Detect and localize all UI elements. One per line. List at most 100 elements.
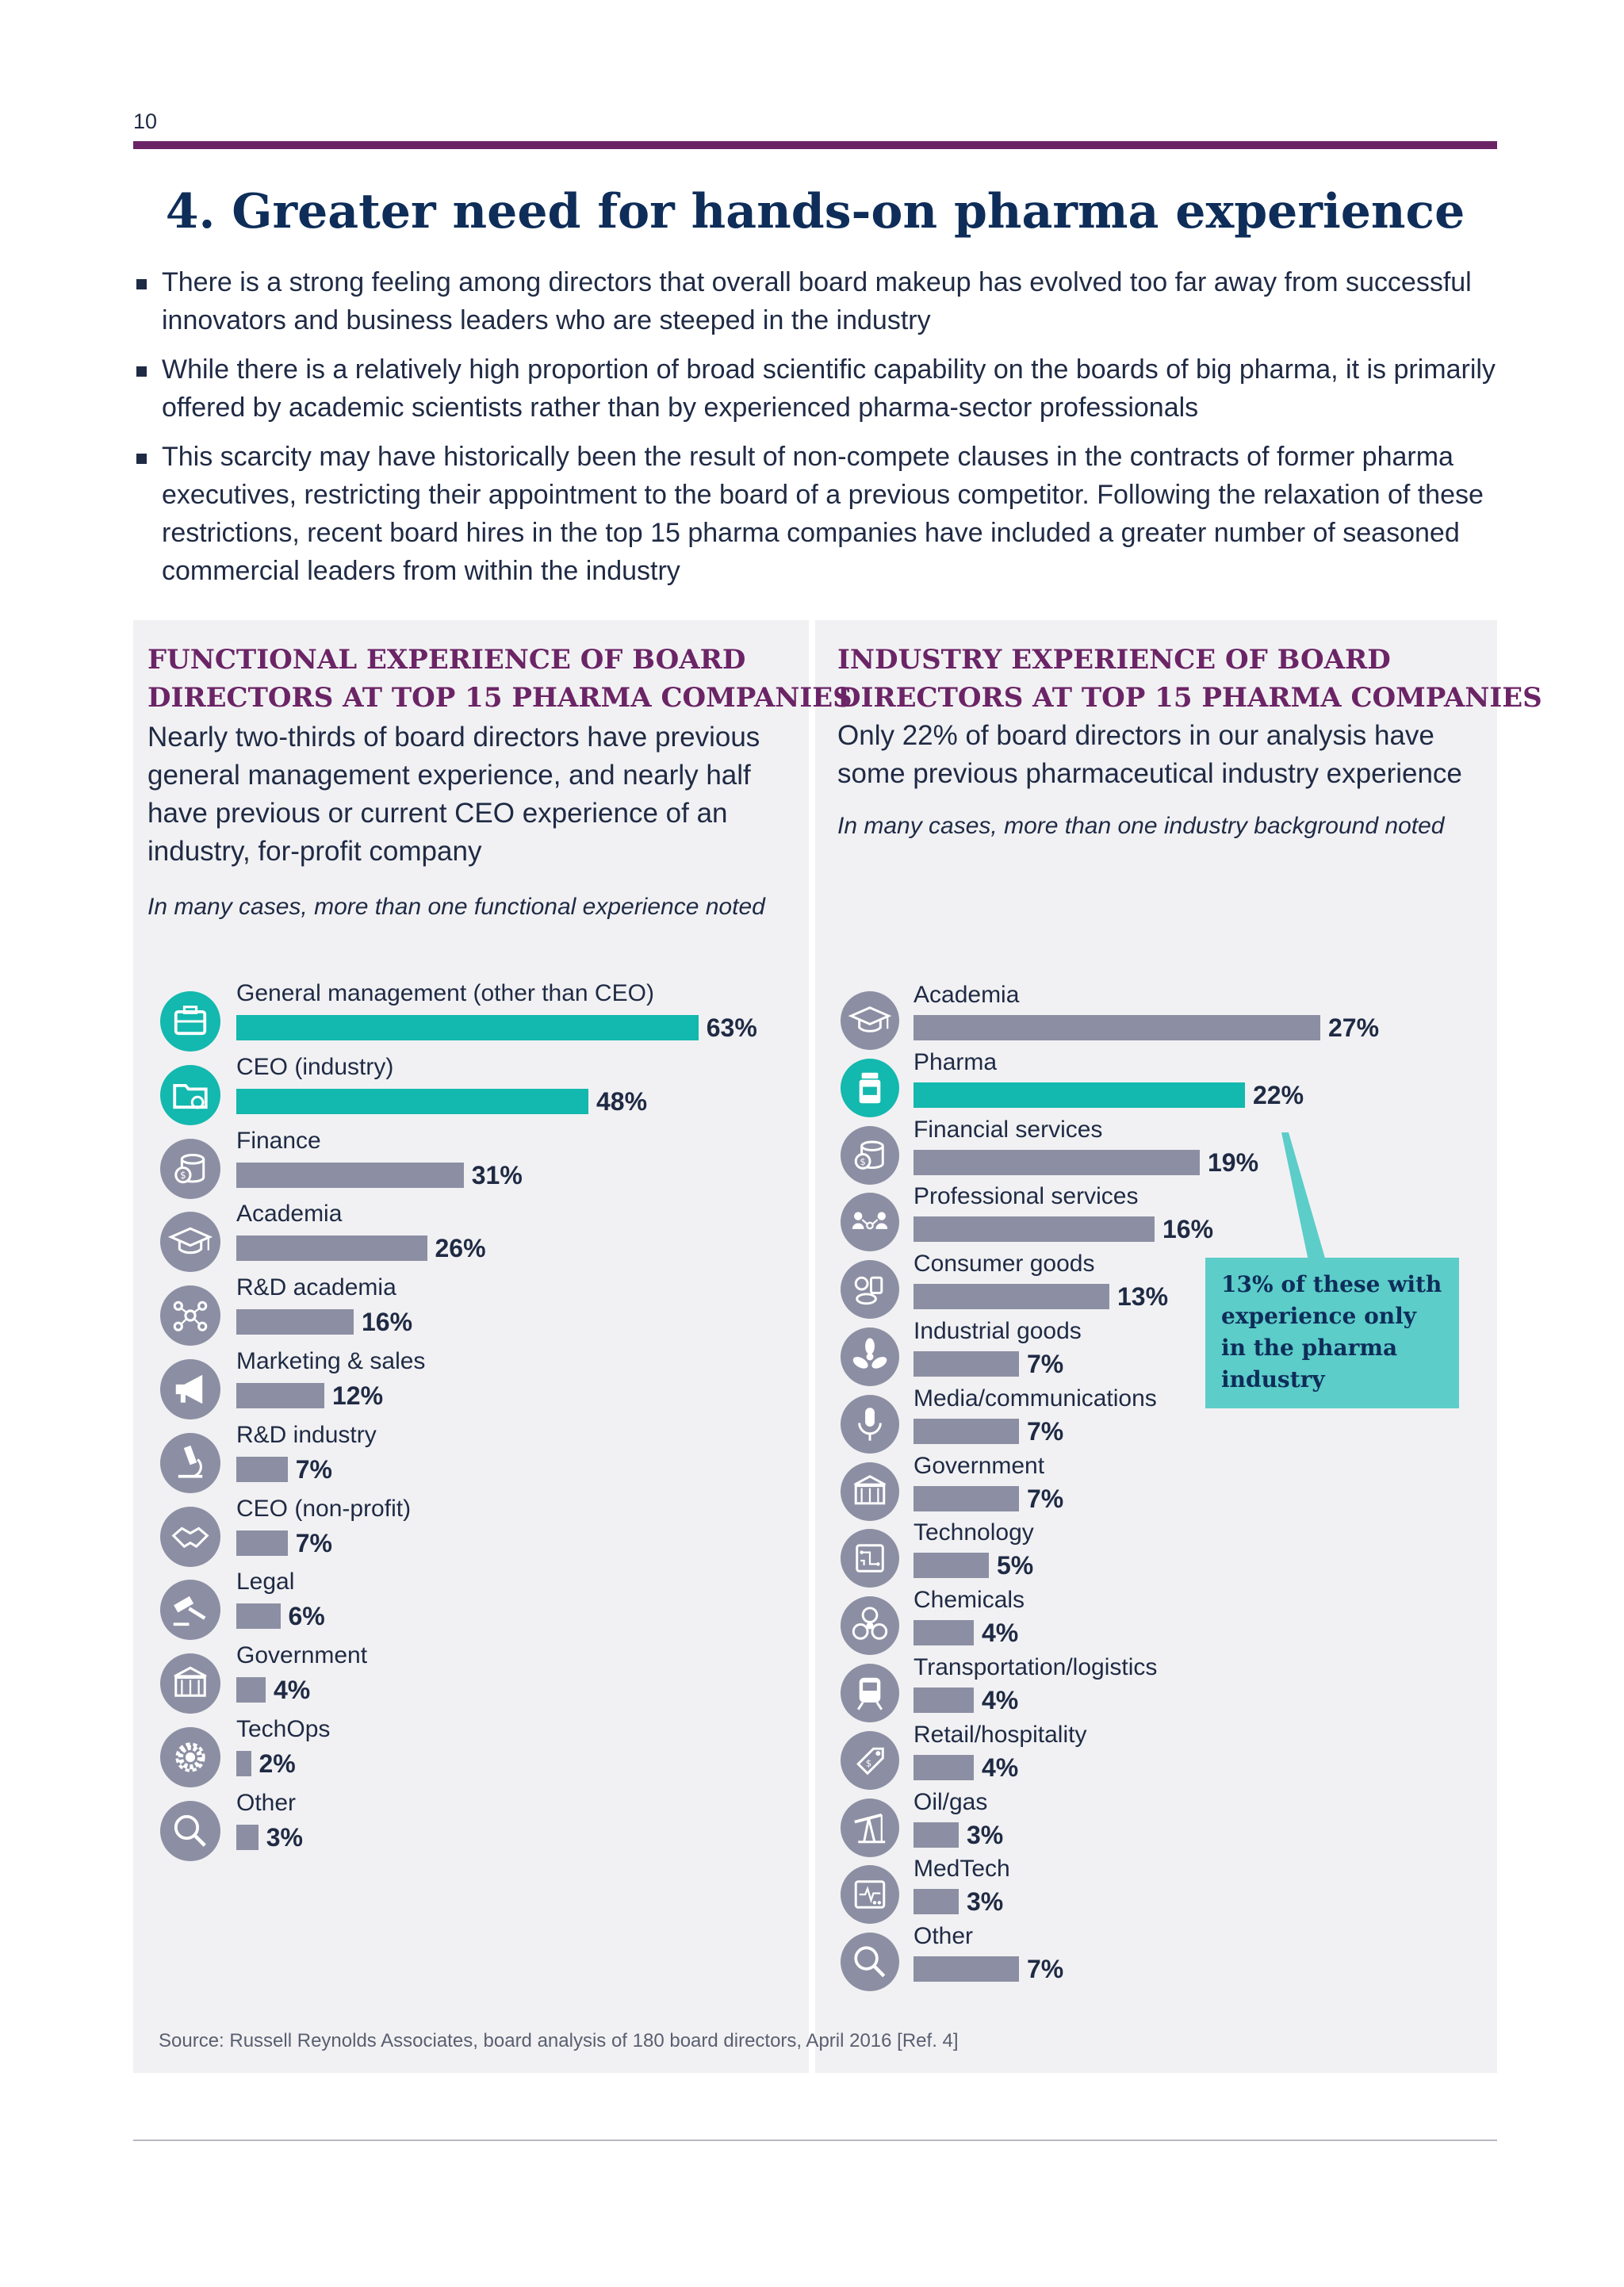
svg-text:$: $ <box>860 1155 866 1166</box>
bar-value-legal: 6% <box>288 1602 325 1631</box>
functional-description: Nearly two-thirds of board directors hav… <box>147 718 760 871</box>
panel-divider <box>809 620 815 2008</box>
gear-icon <box>160 1727 220 1787</box>
bar-financial-services <box>914 1149 1200 1175</box>
bar-category-retail-hospitality: Retail/hospitality <box>914 1721 1087 1748</box>
page-title: 4. Greater need for hands-on pharma expe… <box>165 184 1465 239</box>
bullet-text: This scarcity may have historically been… <box>162 442 1484 586</box>
bar-value-industrial-goods: 7% <box>1027 1350 1064 1378</box>
bar-marketing-and-sales <box>236 1383 324 1408</box>
graduation-cap-icon <box>841 991 899 1050</box>
government-building-icon <box>160 1653 220 1714</box>
monitor-icon <box>841 1865 899 1925</box>
bullet-item: This scarcity may have historically been… <box>133 438 1497 590</box>
bar-technology <box>914 1553 989 1579</box>
bar-category-academia: Academia <box>236 1201 343 1228</box>
bar-value-oil-gas: 3% <box>967 1820 1004 1849</box>
industry-desc-line: some previous pharmaceutical industry ex… <box>837 758 1462 789</box>
bullet-item: There is a strong feeling among director… <box>133 263 1497 339</box>
bar-value-academia: 27% <box>1328 1013 1380 1042</box>
bar-category-government: Government <box>236 1642 368 1669</box>
bar-category-financial-services: Financial services <box>914 1116 1103 1143</box>
industry-title-line: INDUSTRY EXPERIENCE OF BOARD <box>837 644 1391 676</box>
bar-ceo-industry <box>236 1088 588 1114</box>
bar-randd-industry <box>236 1456 288 1482</box>
bar-category-other: Other <box>914 1923 974 1950</box>
bar-value-general-management-other-than-ceo: 63% <box>706 1013 757 1042</box>
bar-category-industrial-goods: Industrial goods <box>914 1318 1082 1344</box>
coins-icon: $ <box>841 1125 899 1185</box>
callout-line: experience only <box>1221 1303 1417 1329</box>
bullet-text: While there is a relatively high proport… <box>162 354 1496 423</box>
price-tag-icon: $ <box>841 1730 899 1790</box>
briefcase-icon <box>160 991 220 1052</box>
bar-category-medtech: MedTech <box>914 1856 1010 1883</box>
bar-category-marketing-and-sales: Marketing & sales <box>236 1348 426 1374</box>
bar-category-professional-services: Professional services <box>914 1183 1139 1210</box>
bottom-rule <box>133 2140 1497 2141</box>
gavel-icon <box>160 1580 220 1641</box>
bar-media-communications <box>914 1418 1019 1444</box>
bar-consumer-goods <box>914 1284 1109 1310</box>
bar-category-pharma: Pharma <box>914 1048 998 1075</box>
bar-category-other: Other <box>236 1789 297 1816</box>
bar-transportation-logistics <box>914 1687 974 1713</box>
consumer-goods-icon <box>841 1260 899 1320</box>
bar-value-other: 7% <box>1027 1955 1064 1984</box>
bar-medtech <box>914 1889 959 1915</box>
bullet-list: There is a strong feeling among director… <box>133 263 1497 601</box>
bar-category-ceo-industry: CEO (industry) <box>236 1053 394 1080</box>
functional-title-line: DIRECTORS AT TOP 15 PHARMA COMPANIES <box>147 682 852 714</box>
industry-title-line: DIRECTORS AT TOP 15 PHARMA COMPANIES <box>837 682 1542 714</box>
graduation-cap-icon <box>160 1212 220 1273</box>
bar-category-ceo-non-profit: CEO (non-profit) <box>236 1495 412 1522</box>
bar-value-marketing-and-sales: 12% <box>332 1381 384 1410</box>
bar-value-finance: 31% <box>471 1160 523 1189</box>
bar-category-oil-gas: Oil/gas <box>914 1788 988 1815</box>
oil-pump-icon <box>841 1798 899 1857</box>
functional-title-line: FUNCTIONAL EXPERIENCE OF BOARD <box>147 644 746 676</box>
government-building-icon <box>841 1461 899 1521</box>
bar-academia <box>914 1015 1320 1040</box>
bar-pharma <box>914 1082 1245 1108</box>
bullet-text: There is a strong feeling among director… <box>162 267 1472 335</box>
top-rule <box>133 141 1497 149</box>
callout-line: 13% of these with <box>1221 1271 1442 1297</box>
bar-value-chemicals: 4% <box>982 1619 1019 1648</box>
page-number: 10 <box>133 109 158 133</box>
callout-line: in the pharma <box>1221 1335 1398 1361</box>
bar-value-consumer-goods: 13% <box>1117 1282 1169 1312</box>
bar-category-randd-academia: R&D academia <box>236 1274 396 1301</box>
bar-value-techops: 2% <box>259 1749 296 1778</box>
bar-ceo-non-profit <box>236 1530 288 1556</box>
bar-value-government: 7% <box>1027 1484 1064 1513</box>
bar-category-general-management-other-than-ceo: General management (other than CEO) <box>236 980 654 1006</box>
functional-desc-line: Nearly two-thirds of board directors hav… <box>147 722 760 753</box>
bar-value-financial-services: 19% <box>1208 1147 1259 1177</box>
bar-professional-services <box>914 1216 1155 1243</box>
bullet-marker <box>136 366 147 377</box>
bullet-marker <box>136 454 147 464</box>
bar-category-media-communications: Media/communications <box>914 1385 1157 1412</box>
bullet-item: While there is a relatively high proport… <box>133 351 1497 427</box>
bar-category-finance: Finance <box>236 1127 321 1154</box>
molecule-icon <box>160 1285 220 1347</box>
megaphone-icon <box>160 1359 220 1419</box>
bar-value-media-communications: 7% <box>1027 1416 1064 1446</box>
magnifier-icon <box>841 1933 899 1992</box>
bar-value-technology: 5% <box>997 1551 1034 1580</box>
bar-category-chemicals: Chemicals <box>914 1587 1025 1614</box>
magnifier-icon <box>160 1800 220 1861</box>
bar-academia <box>236 1235 427 1262</box>
bar-government <box>236 1677 266 1703</box>
bar-value-retail-hospitality: 4% <box>982 1753 1019 1782</box>
industry-description: Only 22% of board directors in our analy… <box>837 717 1462 793</box>
bar-category-randd-industry: R&D industry <box>236 1421 377 1448</box>
functional-note: In many cases, more than one functional … <box>147 894 765 920</box>
coins-icon: $ <box>160 1138 220 1199</box>
pill-bottle-icon <box>841 1058 899 1117</box>
bar-value-transportation-logistics: 4% <box>982 1686 1019 1714</box>
bar-category-academia: Academia <box>914 982 1020 1008</box>
circuit-icon <box>841 1529 899 1588</box>
bar-category-transportation-logistics: Transportation/logistics <box>914 1654 1158 1680</box>
